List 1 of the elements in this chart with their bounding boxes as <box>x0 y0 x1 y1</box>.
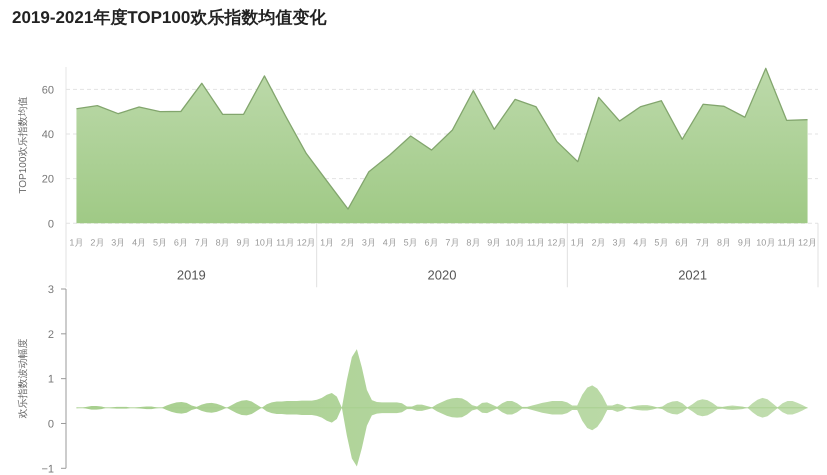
title: 2019-2021年度TOP100欢乐指数均值变化 <box>12 8 326 27</box>
